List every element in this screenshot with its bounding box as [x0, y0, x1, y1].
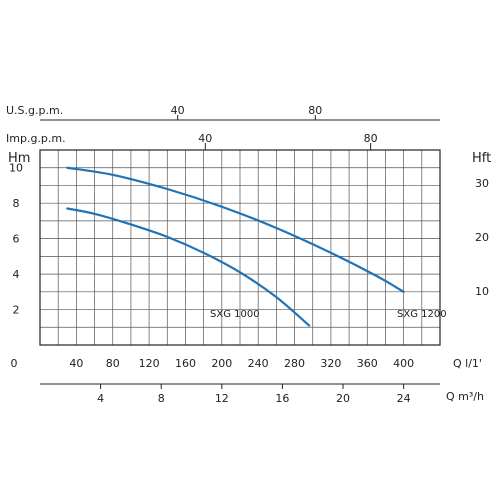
x-tick: 400 — [393, 357, 414, 370]
m3h-tick: 4 — [97, 392, 104, 405]
m3h-tick: 20 — [336, 392, 350, 405]
impgpm-tick: 80 — [364, 132, 378, 145]
usgpm-tick: 80 — [308, 104, 322, 117]
y-right-tick: 30 — [475, 177, 489, 190]
y-left-tick: 8 — [13, 197, 20, 210]
y-right-tick: 10 — [475, 285, 489, 298]
y-left-tick: 4 — [13, 268, 20, 281]
x-tick: 280 — [284, 357, 305, 370]
usgpm-label: U.S.g.p.m. — [6, 104, 63, 117]
curve-label-sxg-1200: SXG 1200 — [397, 309, 447, 320]
x-tick: 200 — [211, 357, 232, 370]
axes — [39, 115, 441, 389]
curve-sxg-1000 — [66, 207, 311, 327]
xlabel: Q l/1' — [453, 357, 482, 370]
x-tick: 320 — [320, 357, 341, 370]
x-tick: 0 — [11, 357, 18, 370]
curves — [66, 166, 405, 327]
y-left-tick: 10 — [9, 162, 23, 175]
x-tick: 160 — [175, 357, 196, 370]
ylabel-left: Hm — [8, 151, 30, 166]
ylabel-right: Hft — [472, 151, 491, 166]
m3h-tick: 8 — [158, 392, 165, 405]
x-tick: 40 — [69, 357, 83, 370]
usgpm-tick: 40 — [171, 104, 185, 117]
curve-sxg-1200 — [66, 166, 405, 293]
impgpm-label: Imp.g.p.m. — [6, 132, 66, 145]
impgpm-tick: 40 — [198, 132, 212, 145]
x-tick: 240 — [248, 357, 269, 370]
y-left-tick: 6 — [13, 233, 20, 246]
y-right-tick: 20 — [475, 231, 489, 244]
m3h-tick: 16 — [275, 392, 289, 405]
x-tick: 120 — [139, 357, 160, 370]
x-tick: 360 — [357, 357, 378, 370]
m3h-tick: 24 — [397, 392, 411, 405]
m3h-tick: 12 — [215, 392, 229, 405]
curve-label-sxg-1000: SXG 1000 — [210, 309, 260, 320]
m3h-label: Q m³/h — [446, 390, 484, 403]
plot-frame — [39, 149, 441, 346]
y-left-tick: 2 — [13, 304, 20, 317]
x-tick: 80 — [106, 357, 120, 370]
